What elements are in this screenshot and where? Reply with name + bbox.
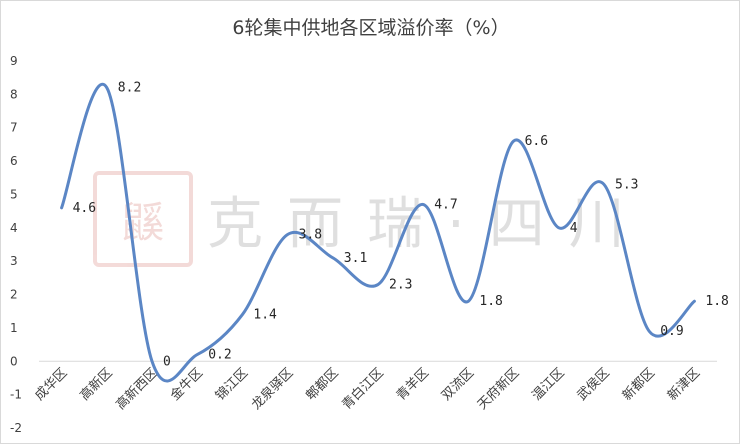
- data-label: 3.8: [299, 227, 322, 242]
- series-line: [60, 82, 696, 383]
- data-label: 1.4: [253, 308, 277, 323]
- x-tick-label: 青白江区: [339, 365, 387, 413]
- x-tick-label: 新都区: [619, 365, 658, 404]
- y-tick-label: -2: [10, 421, 22, 435]
- data-label: 1.8: [479, 294, 502, 309]
- x-tick-label: 高新西区: [113, 365, 161, 413]
- data-label: 0: [163, 354, 171, 369]
- x-tick-label: 成华区: [32, 365, 70, 403]
- y-tick-label: 8: [10, 87, 18, 101]
- data-label: 1.8: [705, 294, 728, 309]
- x-tick-label: 天府新区: [474, 365, 522, 413]
- y-tick-label: 3: [10, 254, 18, 268]
- x-tick-label: 双流区: [439, 365, 477, 403]
- y-tick-label: 1: [10, 321, 18, 335]
- x-tick-label: 金牛区: [167, 365, 206, 404]
- data-label: 0.2: [208, 348, 231, 363]
- data-label: 6.6: [525, 134, 548, 149]
- y-tick-label: 5: [10, 187, 18, 201]
- data-label: 8.2: [118, 81, 141, 96]
- data-label: 2.3: [389, 278, 412, 293]
- y-tick-label: 0: [10, 354, 18, 368]
- y-tick-label: 6: [10, 154, 18, 168]
- data-label: 0.9: [660, 324, 683, 339]
- x-tick-label: 青羊区: [393, 365, 432, 404]
- x-tick-label: 高新区: [77, 365, 116, 404]
- data-label: 4: [570, 221, 578, 236]
- y-tick-label: 9: [10, 54, 18, 68]
- data-label: 4.7: [434, 197, 457, 212]
- y-tick-label: 4: [10, 221, 18, 235]
- x-tick-label: 新津区: [664, 365, 703, 404]
- x-tick-label: 郫都区: [303, 365, 342, 404]
- x-tick-label: 武侯区: [575, 365, 613, 403]
- data-label: 3.1: [344, 251, 367, 266]
- data-label: 4.6: [73, 201, 96, 216]
- data-label: 5.3: [615, 177, 638, 192]
- x-tick-label: 龙泉驿区: [248, 365, 296, 413]
- chart-title: 6轮集中供地各区域溢价率（%）: [232, 17, 510, 39]
- y-tick-label: 7: [10, 121, 18, 135]
- y-tick-label: -1: [10, 388, 22, 402]
- x-tick-label: 温江区: [529, 365, 567, 403]
- x-tick-label: 锦江区: [213, 365, 251, 403]
- y-tick-label: 2: [10, 288, 18, 302]
